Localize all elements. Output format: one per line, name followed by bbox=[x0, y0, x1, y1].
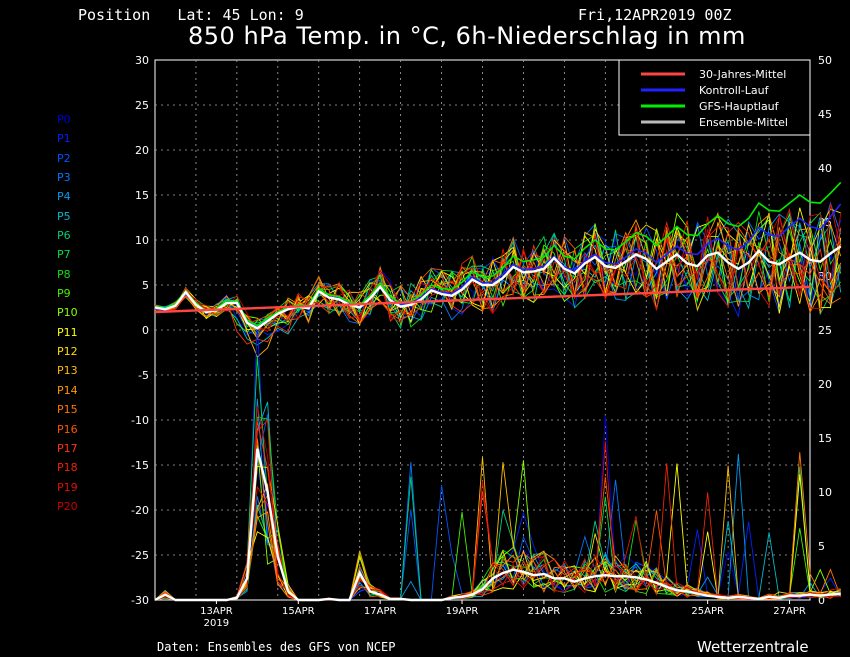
member-temp-line bbox=[154, 220, 841, 325]
y-right-tick-label: 25 bbox=[818, 324, 832, 337]
x-tick-label: 17APR bbox=[364, 606, 397, 617]
series-line bbox=[154, 285, 811, 314]
y-left-tick-label: -10 bbox=[131, 414, 149, 427]
y-right-tick-label: 0 bbox=[818, 594, 825, 607]
member-label: P3 bbox=[57, 171, 71, 185]
member-label: P16 bbox=[57, 422, 78, 436]
member-label: P6 bbox=[57, 229, 71, 243]
member-precip-line bbox=[154, 456, 841, 601]
member-label: P14 bbox=[57, 383, 78, 397]
x-year-label: 2019 bbox=[204, 618, 229, 629]
y-left-tick-label: 10 bbox=[135, 234, 149, 247]
y-left-tick-label: -20 bbox=[131, 504, 149, 517]
legend-label: Kontroll-Lauf bbox=[699, 84, 770, 97]
member-temp-line bbox=[154, 227, 841, 333]
member-label: P11 bbox=[57, 325, 78, 339]
x-tick-label: 15APR bbox=[282, 606, 315, 617]
x-tick-label: 25APR bbox=[691, 606, 724, 617]
data-source: Daten: Ensembles des GFS von NCEP bbox=[157, 640, 396, 654]
member-label: P19 bbox=[57, 480, 78, 494]
y-left-tick-label: 15 bbox=[135, 189, 149, 202]
member-label: P18 bbox=[57, 461, 78, 475]
y-right-tick-label: 10 bbox=[818, 486, 832, 499]
member-list: P0 P1 P2 P3 P4 P5 P6 P7 P8 P9 P10 P11 P12 P13 P14 P15 P1… bbox=[57, 110, 78, 516]
x-tick-label: 21APR bbox=[528, 606, 561, 617]
member-label: P17 bbox=[57, 441, 78, 455]
x-tick-label: 19APR bbox=[446, 606, 479, 617]
x-tick-label: 13APR bbox=[200, 606, 233, 617]
y-left-tick-label: 20 bbox=[135, 144, 149, 157]
member-label: P12 bbox=[57, 345, 78, 359]
y-left-tick-label: -25 bbox=[131, 549, 149, 562]
y-left-tick-label: 0 bbox=[142, 324, 149, 337]
member-temp-line bbox=[154, 211, 842, 328]
member-label: P9 bbox=[57, 287, 71, 301]
member-temp-line bbox=[154, 213, 842, 331]
member-label: P8 bbox=[57, 267, 71, 281]
member-label: P13 bbox=[57, 364, 78, 378]
y-left-tick-label: -30 bbox=[131, 594, 149, 607]
legend-label: 30-Jahres-Mittel bbox=[699, 68, 786, 81]
y-left-tick-label: 30 bbox=[135, 54, 149, 67]
position-label: Position Lat: 45 Lon: 9 bbox=[78, 6, 304, 24]
member-label: P20 bbox=[57, 499, 78, 513]
member-label: P1 bbox=[57, 132, 71, 146]
series-line bbox=[154, 181, 842, 327]
member-label: P5 bbox=[57, 209, 71, 223]
member-label: P4 bbox=[57, 190, 71, 204]
chart-title: 850 hPa Temp. in °C, 6h-Niederschlag in … bbox=[188, 22, 746, 50]
series-line bbox=[154, 245, 842, 330]
member-label: P10 bbox=[57, 306, 78, 320]
legend-label: Ensemble-Mittel bbox=[699, 116, 788, 129]
x-tick-label: 27APR bbox=[773, 606, 806, 617]
series-line bbox=[154, 448, 841, 602]
y-right-tick-label: 20 bbox=[818, 378, 832, 391]
member-label: P15 bbox=[57, 403, 78, 417]
y-left-tick-label: -5 bbox=[138, 369, 149, 382]
run-time: Fri,12APR2019 00Z bbox=[578, 6, 732, 24]
member-label: P7 bbox=[57, 248, 71, 262]
y-left-tick-label: 5 bbox=[142, 279, 149, 292]
x-tick-label: 23APR bbox=[610, 606, 643, 617]
y-right-tick-label: 45 bbox=[818, 108, 832, 121]
brand-logo: Wetterzentrale bbox=[697, 638, 809, 656]
member-label: P0 bbox=[57, 113, 71, 126]
member-label: P2 bbox=[57, 151, 71, 165]
member-temp-line bbox=[154, 222, 842, 358]
y-left-tick-label: -15 bbox=[131, 459, 149, 472]
y-right-tick-label: 40 bbox=[818, 162, 832, 175]
member-temp-line bbox=[154, 214, 842, 345]
member-precip-line bbox=[154, 401, 841, 601]
y-right-tick-label: 15 bbox=[818, 432, 832, 445]
y-right-tick-label: 50 bbox=[818, 54, 832, 67]
y-right-tick-label: 5 bbox=[818, 540, 825, 553]
legend-label: GFS-Hauptlauf bbox=[699, 100, 780, 113]
y-left-tick-label: 25 bbox=[135, 99, 149, 112]
member-precip-line bbox=[154, 406, 841, 601]
